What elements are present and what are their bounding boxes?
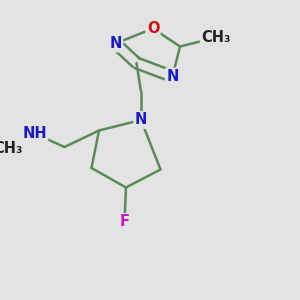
Text: N: N bbox=[135, 112, 147, 128]
Text: F: F bbox=[119, 214, 130, 230]
Text: N: N bbox=[109, 36, 122, 51]
Text: N: N bbox=[166, 69, 179, 84]
Text: CH₃: CH₃ bbox=[0, 141, 22, 156]
Text: CH₃: CH₃ bbox=[201, 30, 231, 45]
Text: NH: NH bbox=[22, 126, 47, 141]
Text: O: O bbox=[147, 21, 159, 36]
